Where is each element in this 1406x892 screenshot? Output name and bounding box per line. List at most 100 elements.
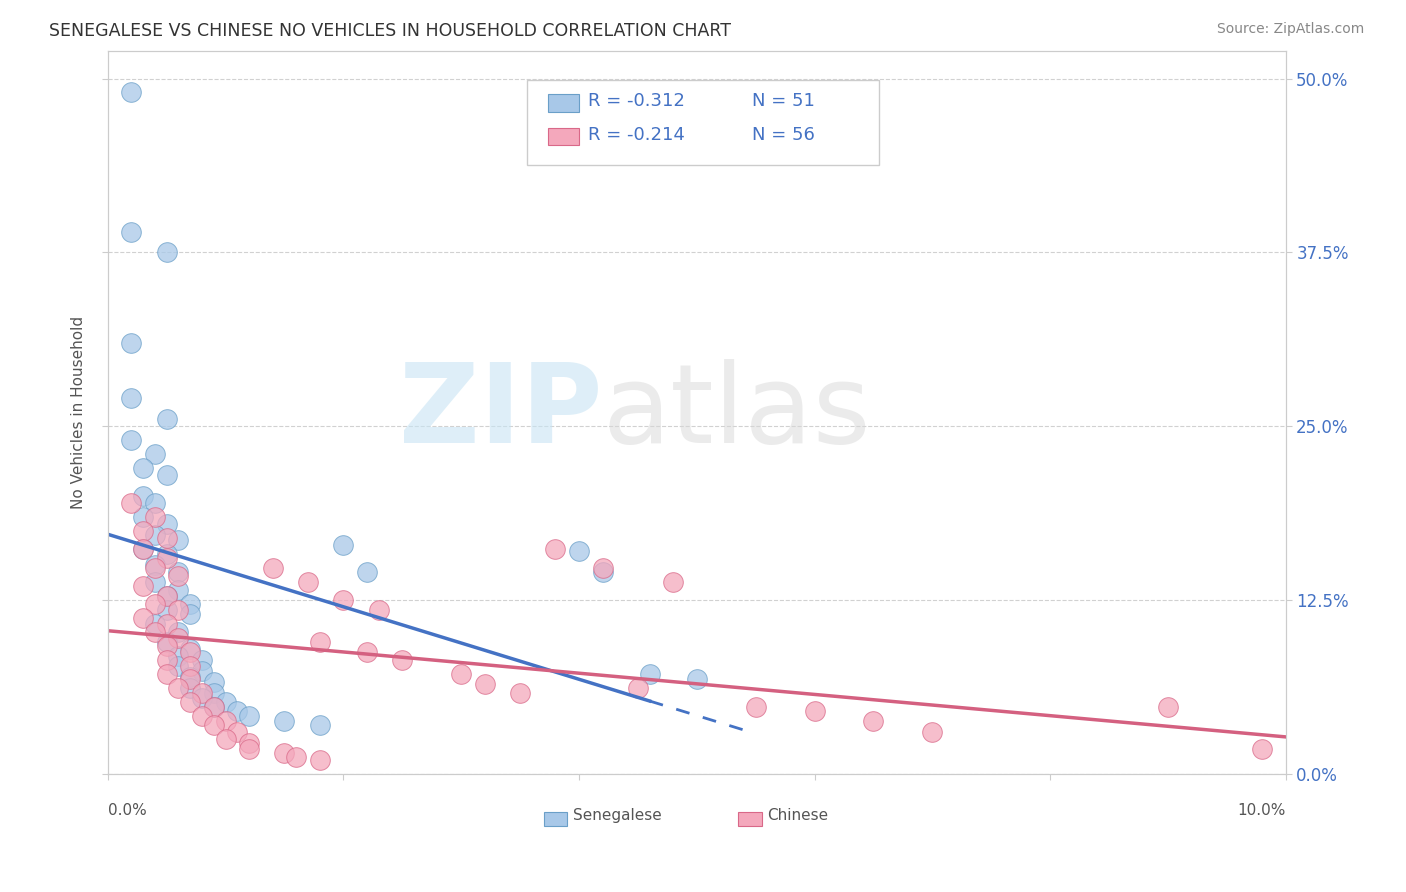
Point xyxy=(156,412,179,426)
Point xyxy=(273,714,295,728)
Point xyxy=(191,653,214,667)
Point xyxy=(156,589,179,603)
Point xyxy=(120,225,142,239)
Point xyxy=(167,631,190,645)
Point xyxy=(592,566,614,580)
Text: Chinese: Chinese xyxy=(768,808,828,823)
Point xyxy=(156,635,179,649)
Point xyxy=(262,561,284,575)
Point xyxy=(120,86,142,100)
Point xyxy=(744,700,766,714)
Point xyxy=(167,625,190,640)
Point xyxy=(179,695,201,709)
Point xyxy=(167,681,190,695)
Point xyxy=(191,690,214,705)
Point xyxy=(156,516,179,531)
Point xyxy=(120,392,142,406)
Point xyxy=(156,666,179,681)
Point xyxy=(308,635,330,649)
Text: N = 56: N = 56 xyxy=(752,126,815,144)
Point xyxy=(167,566,190,580)
Point xyxy=(167,533,190,548)
Text: Source: ZipAtlas.com: Source: ZipAtlas.com xyxy=(1216,22,1364,37)
Y-axis label: No Vehicles in Household: No Vehicles in Household xyxy=(72,316,86,509)
Point xyxy=(308,753,330,767)
Point xyxy=(156,531,179,545)
Point xyxy=(273,746,295,760)
Point xyxy=(862,714,884,728)
Point xyxy=(662,575,685,590)
Point xyxy=(132,579,155,593)
Point xyxy=(509,686,531,700)
Point xyxy=(167,603,190,617)
Point xyxy=(367,603,389,617)
Point xyxy=(120,433,142,447)
Text: 10.0%: 10.0% xyxy=(1237,803,1285,818)
Text: R = -0.214: R = -0.214 xyxy=(588,126,685,144)
Point xyxy=(143,597,166,611)
Point xyxy=(179,597,201,611)
Point xyxy=(202,700,225,714)
Point xyxy=(120,335,142,350)
Point xyxy=(120,496,142,510)
Point xyxy=(179,658,201,673)
Point xyxy=(202,718,225,732)
Point xyxy=(132,509,155,524)
Point xyxy=(167,658,190,673)
Text: SENEGALESE VS CHINESE NO VEHICLES IN HOUSEHOLD CORRELATION CHART: SENEGALESE VS CHINESE NO VEHICLES IN HOU… xyxy=(49,22,731,40)
Point xyxy=(191,708,214,723)
Text: ZIP: ZIP xyxy=(399,359,603,466)
Point xyxy=(132,461,155,475)
Point xyxy=(450,666,472,681)
Point xyxy=(143,575,166,590)
Point xyxy=(156,467,179,482)
Point xyxy=(156,245,179,260)
Point xyxy=(132,524,155,538)
Point xyxy=(226,705,249,719)
Point xyxy=(1157,700,1180,714)
Point xyxy=(156,603,179,617)
Point xyxy=(921,725,943,739)
Point xyxy=(1251,742,1274,756)
Text: N = 51: N = 51 xyxy=(752,92,815,110)
Point xyxy=(143,496,166,510)
Point xyxy=(308,718,330,732)
Point xyxy=(202,686,225,700)
Point xyxy=(474,676,496,690)
Point xyxy=(167,583,190,598)
Point xyxy=(132,541,155,556)
Point xyxy=(638,666,661,681)
Point xyxy=(143,558,166,573)
Point xyxy=(592,561,614,575)
Point xyxy=(143,561,166,575)
Point xyxy=(238,742,260,756)
Point xyxy=(132,489,155,503)
Text: 0.0%: 0.0% xyxy=(108,803,146,818)
Point xyxy=(132,541,155,556)
Point xyxy=(156,653,179,667)
Point xyxy=(356,645,378,659)
Point xyxy=(238,736,260,750)
Point xyxy=(179,673,201,687)
Point xyxy=(132,611,155,625)
Point xyxy=(214,695,236,709)
Text: Senegalese: Senegalese xyxy=(574,808,662,823)
Point xyxy=(156,589,179,603)
Point xyxy=(803,705,825,719)
Point xyxy=(179,641,201,656)
Point xyxy=(686,673,709,687)
Point xyxy=(156,616,179,631)
Point xyxy=(202,675,225,690)
FancyBboxPatch shape xyxy=(738,812,762,826)
Point xyxy=(143,509,166,524)
Text: R = -0.312: R = -0.312 xyxy=(588,92,685,110)
Point xyxy=(191,686,214,700)
Point xyxy=(332,593,354,607)
Point xyxy=(285,750,308,764)
Point xyxy=(167,569,190,583)
Point xyxy=(238,708,260,723)
Point xyxy=(143,625,166,640)
Point xyxy=(332,537,354,551)
Text: atlas: atlas xyxy=(603,359,872,466)
Point xyxy=(214,732,236,747)
